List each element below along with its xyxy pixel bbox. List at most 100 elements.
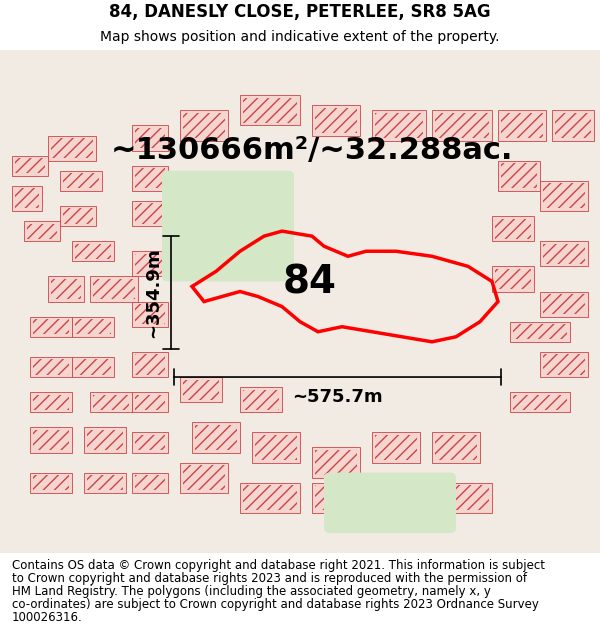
- Bar: [72, 317, 114, 337]
- Bar: [540, 181, 588, 211]
- Bar: [30, 357, 72, 377]
- Text: ~130666m²/~32.288ac.: ~130666m²/~32.288ac.: [111, 136, 513, 165]
- Bar: [243, 98, 297, 123]
- Bar: [48, 276, 84, 301]
- Bar: [540, 352, 588, 377]
- Text: ~354.9m: ~354.9m: [144, 248, 162, 338]
- Bar: [90, 276, 138, 301]
- Bar: [432, 432, 480, 462]
- Bar: [540, 241, 588, 266]
- Bar: [93, 279, 135, 299]
- Bar: [543, 294, 585, 314]
- Bar: [372, 111, 426, 141]
- Bar: [33, 359, 69, 374]
- Bar: [30, 317, 72, 337]
- Bar: [132, 166, 168, 191]
- Bar: [243, 485, 297, 511]
- Bar: [180, 111, 228, 141]
- Bar: [435, 113, 489, 138]
- FancyBboxPatch shape: [324, 472, 456, 533]
- Bar: [75, 244, 111, 259]
- FancyBboxPatch shape: [162, 171, 294, 281]
- Bar: [51, 279, 81, 299]
- Bar: [63, 209, 93, 224]
- Bar: [135, 435, 165, 450]
- Bar: [555, 113, 591, 138]
- Bar: [183, 379, 219, 399]
- Bar: [72, 241, 114, 261]
- Bar: [543, 244, 585, 264]
- Bar: [543, 183, 585, 209]
- Bar: [135, 128, 165, 148]
- Bar: [27, 224, 57, 239]
- Bar: [132, 432, 168, 452]
- Bar: [375, 435, 417, 460]
- Bar: [240, 95, 300, 126]
- Bar: [135, 204, 165, 224]
- Bar: [255, 435, 297, 460]
- Bar: [30, 428, 72, 452]
- Bar: [132, 251, 168, 276]
- Bar: [135, 254, 165, 274]
- Bar: [75, 319, 111, 334]
- Text: 84, DANESLY CLOSE, PETERLEE, SR8 5AG: 84, DANESLY CLOSE, PETERLEE, SR8 5AG: [109, 4, 491, 21]
- Bar: [501, 113, 543, 138]
- Bar: [543, 354, 585, 374]
- Bar: [312, 448, 360, 478]
- Bar: [540, 291, 588, 317]
- Bar: [24, 221, 60, 241]
- Text: 84: 84: [282, 264, 336, 301]
- Bar: [132, 352, 168, 377]
- Text: HM Land Registry. The polygons (including the associated geometry, namely x, y: HM Land Registry. The polygons (includin…: [12, 585, 491, 597]
- Bar: [552, 111, 594, 141]
- Bar: [372, 482, 426, 513]
- Bar: [33, 475, 69, 490]
- Bar: [12, 186, 42, 211]
- Text: to Crown copyright and database rights 2023 and is reproduced with the permissio: to Crown copyright and database rights 2…: [12, 572, 527, 585]
- Bar: [33, 394, 69, 410]
- Bar: [312, 106, 360, 136]
- Bar: [63, 173, 99, 188]
- Bar: [132, 301, 168, 327]
- Bar: [513, 324, 567, 339]
- Bar: [75, 359, 111, 374]
- Bar: [12, 156, 48, 176]
- Bar: [180, 462, 228, 492]
- Bar: [135, 475, 165, 490]
- Text: ~575.7m: ~575.7m: [292, 388, 383, 406]
- Bar: [495, 269, 531, 289]
- Bar: [510, 322, 570, 342]
- Bar: [375, 113, 423, 138]
- Text: co-ordinates) are subject to Crown copyright and database rights 2023 Ordnance S: co-ordinates) are subject to Crown copyr…: [12, 598, 539, 611]
- Bar: [240, 482, 300, 513]
- Bar: [87, 475, 123, 490]
- Bar: [135, 168, 165, 188]
- Bar: [375, 485, 423, 511]
- Bar: [15, 158, 45, 173]
- Bar: [252, 432, 300, 462]
- Bar: [510, 392, 570, 412]
- Bar: [243, 389, 279, 410]
- Bar: [183, 465, 225, 490]
- Bar: [240, 387, 282, 412]
- Text: Contains OS data © Crown copyright and database right 2021. This information is : Contains OS data © Crown copyright and d…: [12, 559, 545, 572]
- Bar: [315, 450, 357, 475]
- Bar: [432, 111, 492, 141]
- Bar: [30, 472, 72, 492]
- Bar: [492, 216, 534, 241]
- Bar: [315, 485, 357, 511]
- Text: 100026316.: 100026316.: [12, 611, 83, 624]
- Bar: [51, 138, 93, 158]
- Bar: [33, 319, 69, 334]
- Bar: [48, 136, 96, 161]
- Bar: [132, 201, 168, 226]
- Bar: [180, 377, 222, 402]
- Bar: [15, 188, 39, 209]
- Bar: [435, 485, 489, 511]
- Bar: [435, 435, 477, 460]
- Bar: [315, 108, 357, 133]
- Bar: [132, 472, 168, 492]
- Bar: [135, 354, 165, 374]
- Bar: [513, 394, 567, 410]
- Bar: [60, 206, 96, 226]
